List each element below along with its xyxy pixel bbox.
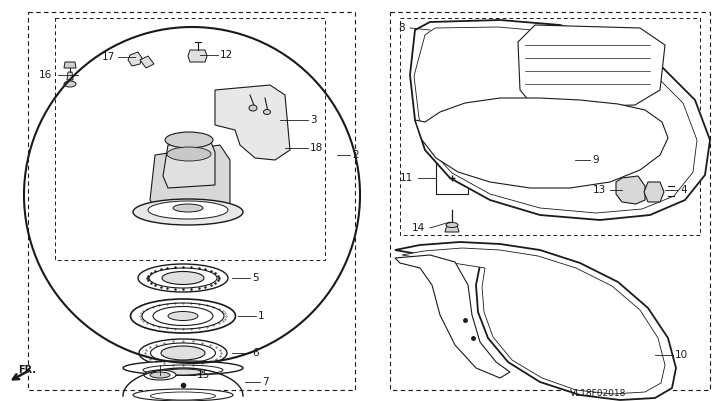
Ellipse shape bbox=[148, 201, 228, 219]
Ellipse shape bbox=[161, 346, 205, 360]
Ellipse shape bbox=[167, 147, 211, 161]
Text: 1: 1 bbox=[258, 311, 265, 321]
Text: 14: 14 bbox=[412, 223, 425, 233]
Text: 10: 10 bbox=[675, 350, 688, 360]
Polygon shape bbox=[415, 98, 668, 188]
Polygon shape bbox=[163, 140, 215, 188]
Ellipse shape bbox=[263, 109, 270, 115]
Text: 5: 5 bbox=[252, 273, 259, 283]
Polygon shape bbox=[188, 50, 207, 62]
Ellipse shape bbox=[133, 389, 233, 401]
Text: 3: 3 bbox=[310, 115, 317, 125]
Polygon shape bbox=[67, 72, 73, 80]
Ellipse shape bbox=[151, 392, 216, 400]
Polygon shape bbox=[402, 248, 665, 394]
Polygon shape bbox=[414, 27, 697, 213]
Text: 13: 13 bbox=[593, 185, 606, 195]
Ellipse shape bbox=[149, 268, 217, 288]
Text: 7: 7 bbox=[262, 377, 269, 387]
Ellipse shape bbox=[139, 339, 227, 367]
Polygon shape bbox=[644, 182, 664, 202]
Text: FR.: FR. bbox=[18, 365, 36, 375]
Polygon shape bbox=[518, 25, 665, 108]
Text: 6: 6 bbox=[252, 348, 259, 358]
Text: 4: 4 bbox=[680, 185, 686, 195]
Polygon shape bbox=[140, 56, 154, 68]
Ellipse shape bbox=[162, 271, 204, 284]
Polygon shape bbox=[616, 176, 645, 204]
Ellipse shape bbox=[249, 105, 257, 111]
Ellipse shape bbox=[138, 264, 228, 292]
Ellipse shape bbox=[150, 372, 170, 378]
Ellipse shape bbox=[144, 370, 176, 380]
Ellipse shape bbox=[173, 204, 203, 212]
Polygon shape bbox=[128, 52, 142, 66]
Text: 15: 15 bbox=[197, 370, 211, 380]
Text: 17: 17 bbox=[102, 52, 115, 62]
Text: 9: 9 bbox=[592, 155, 598, 165]
Polygon shape bbox=[215, 85, 290, 160]
Ellipse shape bbox=[64, 81, 76, 87]
Polygon shape bbox=[410, 20, 710, 220]
Text: 8: 8 bbox=[399, 23, 405, 33]
Ellipse shape bbox=[123, 361, 243, 375]
Ellipse shape bbox=[165, 132, 213, 148]
Ellipse shape bbox=[142, 303, 224, 329]
Text: 12: 12 bbox=[220, 50, 234, 60]
Text: 18: 18 bbox=[310, 143, 323, 153]
Ellipse shape bbox=[168, 312, 198, 320]
Ellipse shape bbox=[446, 223, 458, 227]
Text: VL18F02018: VL18F02018 bbox=[570, 389, 627, 397]
Text: 11: 11 bbox=[399, 173, 413, 183]
Text: 2: 2 bbox=[352, 150, 358, 160]
Polygon shape bbox=[445, 225, 459, 232]
Polygon shape bbox=[395, 255, 510, 378]
Bar bbox=[436, 162, 468, 194]
Ellipse shape bbox=[131, 299, 236, 333]
Ellipse shape bbox=[163, 369, 203, 375]
Ellipse shape bbox=[151, 343, 216, 363]
Ellipse shape bbox=[133, 199, 243, 225]
Polygon shape bbox=[395, 242, 676, 400]
Ellipse shape bbox=[153, 306, 213, 326]
Polygon shape bbox=[150, 145, 230, 215]
Text: 16: 16 bbox=[39, 70, 52, 80]
Polygon shape bbox=[64, 62, 76, 68]
Ellipse shape bbox=[143, 365, 223, 375]
